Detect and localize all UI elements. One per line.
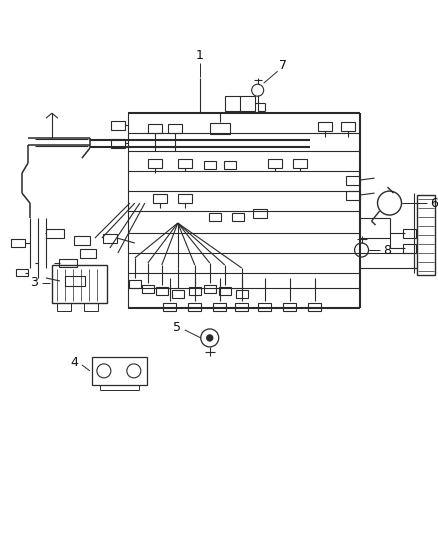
- Bar: [148, 124, 162, 133]
- Bar: [204, 161, 216, 169]
- Bar: [16, 270, 28, 277]
- Bar: [11, 239, 25, 247]
- Bar: [219, 287, 231, 295]
- Bar: [403, 229, 417, 238]
- Bar: [293, 159, 307, 167]
- Bar: [111, 139, 125, 148]
- Bar: [235, 303, 248, 311]
- Bar: [59, 259, 77, 268]
- Bar: [142, 285, 154, 293]
- Bar: [403, 244, 417, 253]
- Circle shape: [207, 335, 213, 341]
- Bar: [172, 290, 184, 298]
- Bar: [84, 303, 98, 311]
- Bar: [417, 195, 435, 275]
- Bar: [178, 159, 192, 167]
- Bar: [92, 357, 147, 385]
- Text: 3: 3: [30, 277, 38, 289]
- Bar: [232, 213, 244, 221]
- Bar: [74, 236, 90, 245]
- Bar: [268, 159, 282, 167]
- Bar: [283, 303, 296, 311]
- Text: 8: 8: [384, 244, 392, 256]
- Bar: [225, 96, 254, 111]
- Bar: [253, 208, 267, 217]
- Bar: [148, 159, 162, 167]
- Bar: [178, 193, 192, 203]
- Bar: [258, 303, 271, 311]
- Bar: [168, 124, 182, 133]
- Bar: [341, 122, 355, 131]
- Bar: [318, 122, 332, 131]
- Bar: [188, 303, 201, 311]
- Bar: [346, 191, 360, 199]
- Bar: [46, 229, 64, 238]
- Bar: [156, 287, 168, 295]
- Bar: [308, 303, 321, 311]
- Bar: [111, 120, 125, 130]
- Text: 7: 7: [279, 59, 286, 72]
- Bar: [80, 248, 96, 257]
- Bar: [129, 280, 141, 288]
- Text: 4: 4: [70, 357, 78, 369]
- Bar: [210, 123, 230, 134]
- Bar: [153, 193, 167, 203]
- Bar: [57, 303, 71, 311]
- Bar: [163, 303, 176, 311]
- Bar: [204, 285, 216, 293]
- Bar: [213, 303, 226, 311]
- Text: 1: 1: [196, 49, 204, 62]
- Bar: [189, 287, 201, 295]
- Bar: [209, 213, 221, 221]
- Text: 6: 6: [431, 197, 438, 209]
- Bar: [224, 161, 236, 169]
- Bar: [236, 290, 248, 298]
- Bar: [346, 175, 360, 184]
- Text: 5: 5: [173, 321, 181, 334]
- Bar: [65, 276, 85, 286]
- Bar: [103, 233, 117, 243]
- Bar: [52, 265, 107, 303]
